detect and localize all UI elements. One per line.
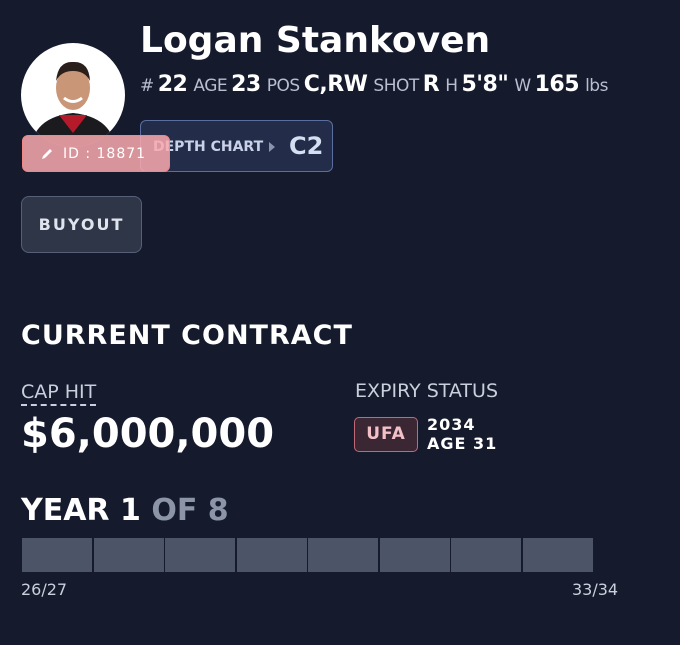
year-segment bbox=[523, 538, 593, 572]
stat-label: AGE bbox=[193, 76, 228, 96]
arrow-icon bbox=[269, 142, 275, 152]
year-segment bbox=[237, 538, 307, 572]
section-title: CURRENT CONTRACT bbox=[21, 320, 353, 351]
stat-value: C,RW bbox=[303, 72, 368, 97]
expiry-type: UFA bbox=[354, 417, 418, 452]
expiry-year: 2034 bbox=[427, 415, 476, 434]
avatar bbox=[21, 43, 125, 147]
expiry-age: AGE 31 bbox=[427, 434, 498, 453]
pencil-icon bbox=[42, 149, 52, 159]
year-segment bbox=[94, 538, 164, 572]
stat-value: 5'8" bbox=[461, 72, 509, 97]
year-total: OF 8 bbox=[151, 493, 229, 528]
stat-value: 23 bbox=[231, 72, 261, 97]
expiry-label: EXPIRY STATUS bbox=[355, 380, 499, 402]
avatar-photo bbox=[31, 61, 115, 147]
player-stats: #22 AGE 23 POS C,RW SHOT R H 5'8" W 165 lbs bbox=[140, 72, 612, 97]
buyout-button[interactable]: BUYOUT bbox=[21, 196, 142, 253]
year-segment bbox=[308, 538, 378, 572]
stat-label: # bbox=[140, 76, 154, 96]
id-badge: ID : 18871 bbox=[22, 135, 170, 172]
stat-label: POS bbox=[266, 76, 300, 96]
stat-value: R bbox=[422, 72, 440, 97]
depth-chart-label: DEPTH CHART bbox=[153, 139, 264, 155]
depth-chart[interactable]: DEPTH CHART C2 bbox=[140, 120, 333, 172]
stat-value: 165 bbox=[534, 72, 580, 97]
start-season: 26/27 bbox=[21, 580, 68, 599]
cap-hit-value: $6,000,000 bbox=[21, 411, 275, 457]
depth-chart-value: C2 bbox=[289, 132, 324, 160]
stat-label: SHOT bbox=[373, 76, 419, 96]
stat-label: W bbox=[514, 76, 531, 96]
year-progress-title: YEAR 1 OF 8 bbox=[21, 493, 229, 528]
year-segment bbox=[22, 538, 92, 572]
year-segment bbox=[380, 538, 450, 572]
stat-value: 22 bbox=[157, 72, 188, 97]
stat-unit: lbs bbox=[585, 76, 608, 96]
end-season: 33/34 bbox=[572, 580, 619, 599]
year-current: YEAR 1 bbox=[21, 493, 141, 528]
player-name: Logan Stankoven bbox=[140, 20, 491, 61]
year-segment bbox=[165, 538, 235, 572]
year-segment bbox=[451, 538, 521, 572]
cap-hit-label: CAP HIT bbox=[21, 380, 97, 406]
id-text: ID : 18871 bbox=[63, 146, 147, 162]
stat-label: H bbox=[445, 76, 458, 96]
